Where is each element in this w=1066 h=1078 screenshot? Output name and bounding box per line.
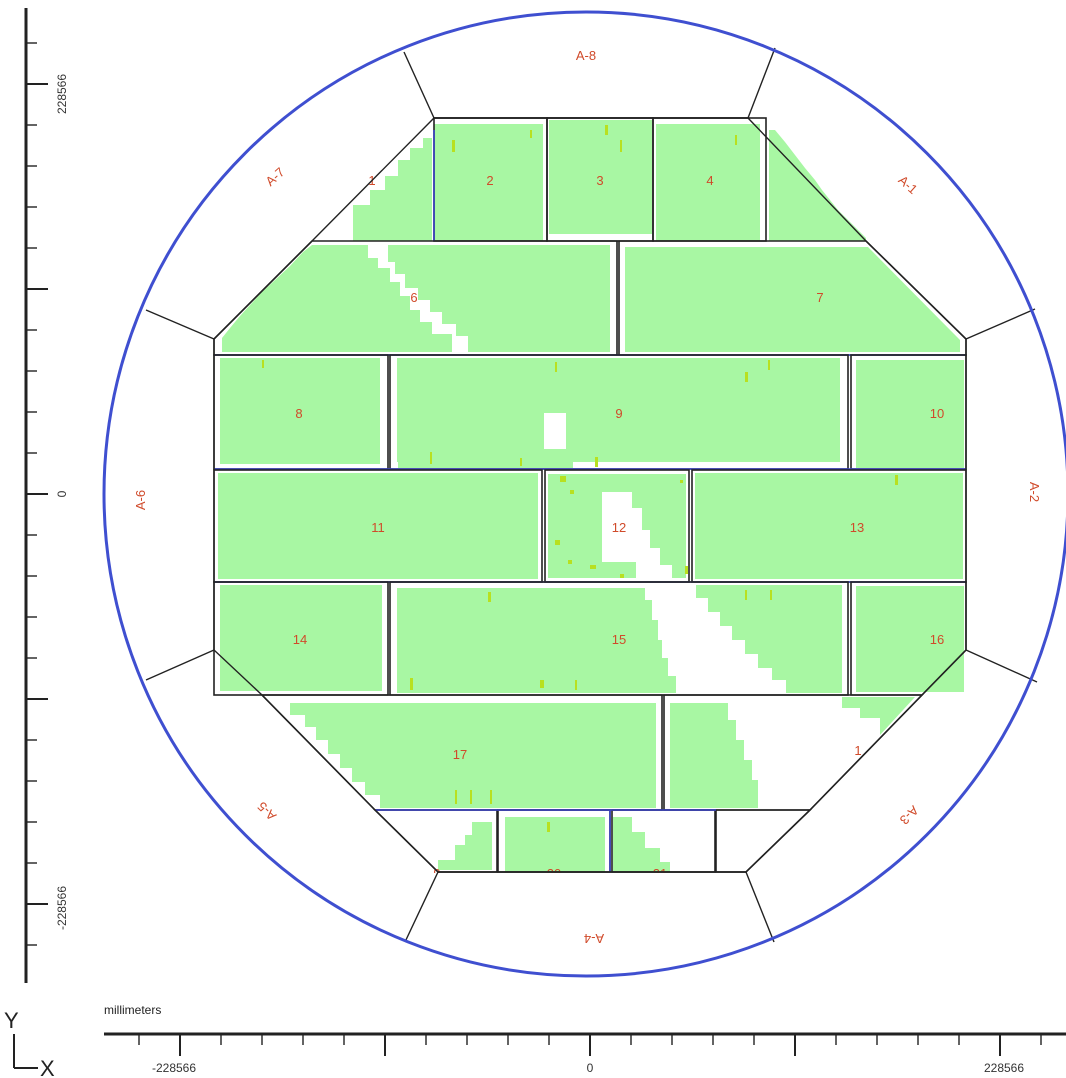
cell-10[interactable]	[850, 354, 967, 470]
segment-label-a6: A-6	[133, 490, 148, 510]
cell-label-15: 15	[612, 632, 626, 647]
cell-16[interactable]	[850, 581, 967, 696]
cell-label-16: 16	[930, 632, 944, 647]
y-tick-top: 228566	[55, 74, 69, 114]
cell-label-10: 10	[930, 406, 944, 421]
segment-label-a7: A-7	[262, 164, 287, 189]
cell-label-12: 12	[612, 520, 626, 535]
wafer-outline	[102, 10, 1066, 978]
cell-15[interactable]	[389, 581, 849, 696]
x-axis-tick-labels: -228566 0 228566	[152, 1061, 1024, 1075]
cell-label-7: 7	[816, 290, 823, 305]
segment-label-a5: A-5	[254, 799, 279, 824]
cell-partial-right-top[interactable]	[769, 130, 866, 241]
x-axis-ruler	[104, 1032, 1066, 1056]
y-axis-tick-labels: 228566 0 -228566	[55, 74, 69, 930]
wafer-interior: 2 3 4 6 7 8 9 10 11 12 13 14 15 16 17 1 …	[213, 117, 967, 885]
segment-label-a1: A-1	[895, 172, 920, 197]
y-tick-bottom: -228566	[55, 886, 69, 930]
cell-partial-bottom-right[interactable]	[715, 809, 812, 873]
cell-label-6: 6	[410, 290, 417, 305]
cell-label-13: 13	[850, 520, 864, 535]
cell-label-17: 17	[453, 747, 467, 762]
y-axis-ruler	[24, 8, 48, 983]
cell-14[interactable]	[213, 581, 389, 696]
y-tick-zero: 0	[55, 490, 69, 497]
cell-7[interactable]	[618, 240, 967, 356]
axis-letter-x: X	[40, 1056, 55, 1078]
cell-partial-bottom-left[interactable]	[373, 809, 498, 873]
segment-label-a8: A-8	[576, 48, 596, 63]
axis-letter-y: Y	[4, 1008, 19, 1033]
cell-label-14: 14	[293, 632, 307, 647]
cell-partial-left-top[interactable]	[353, 138, 432, 241]
units-label: millimeters	[104, 1003, 161, 1017]
x-tick-right: 228566	[984, 1061, 1024, 1075]
cell-13[interactable]	[691, 469, 967, 583]
outer-ring	[145, 47, 1038, 943]
cell-partial-right-mid[interactable]	[663, 694, 924, 811]
cell-label-11: 11	[371, 520, 385, 535]
segment-label-a2: A-2	[1027, 482, 1042, 502]
defect-specks	[262, 125, 898, 832]
axis-indicator: Y X	[4, 1008, 55, 1078]
segment-label-a3: A-3	[897, 803, 922, 828]
cell-label-partial-1b: 1	[854, 743, 861, 758]
cell-label-2: 2	[486, 173, 493, 188]
x-tick-left: -228566	[152, 1061, 196, 1075]
cell-3[interactable]	[546, 117, 654, 242]
cell-label-8: 8	[295, 406, 302, 421]
cell-label-3: 3	[596, 173, 603, 188]
segment-label-a4: A-4	[584, 931, 604, 946]
cell-label-9: 9	[615, 406, 622, 421]
cell-20[interactable]	[497, 809, 611, 873]
cell-label-4: 4	[706, 173, 713, 188]
cell-9[interactable]	[389, 354, 849, 470]
cell-21[interactable]	[611, 809, 716, 873]
x-tick-zero: 0	[587, 1061, 594, 1075]
